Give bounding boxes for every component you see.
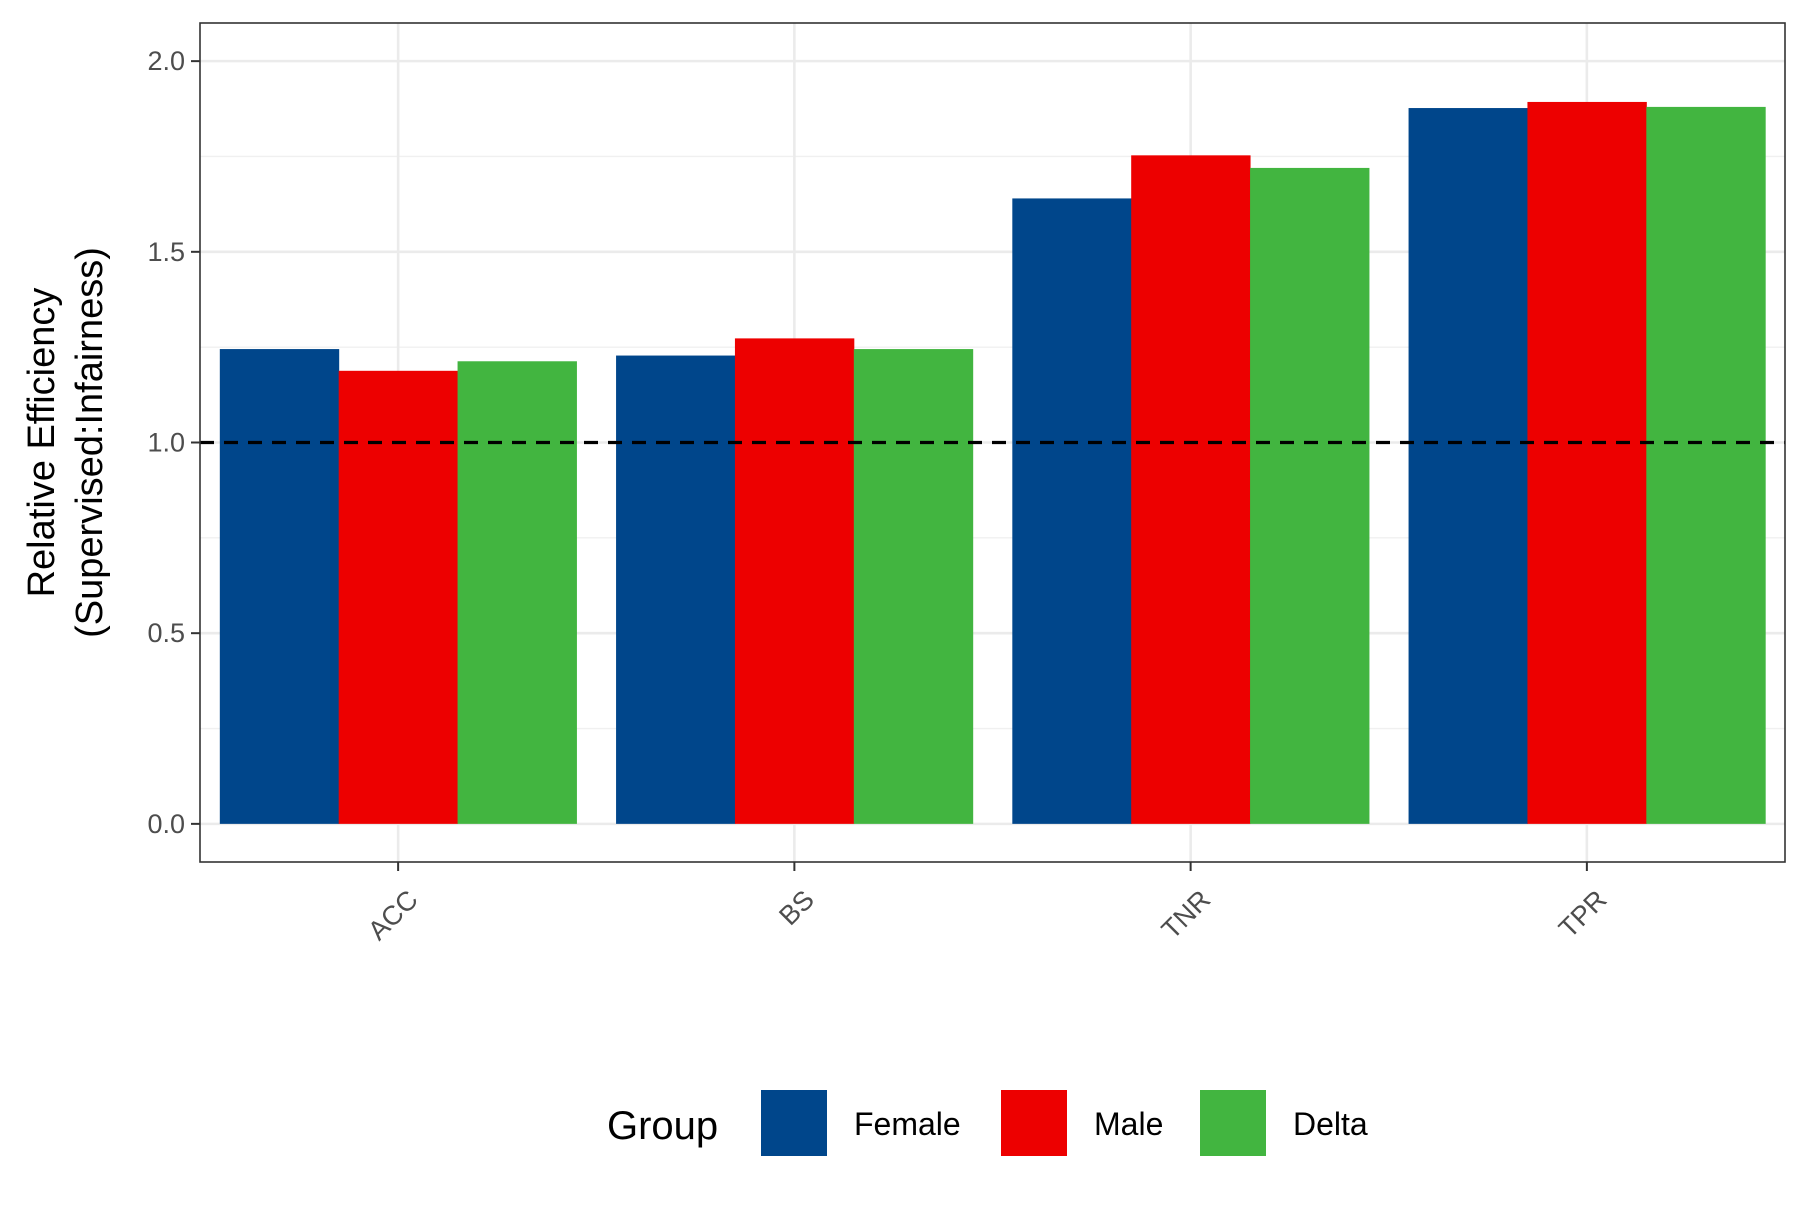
legend-items: Female Male Delta (761, 1090, 1368, 1156)
bars (219, 101, 1766, 824)
y-tick-label: 1.0 (147, 428, 185, 458)
legend-label-female: Female (854, 1106, 961, 1142)
y-tick-label: 0.5 (147, 618, 185, 648)
legend-key-female (761, 1090, 827, 1156)
legend-key-male (1001, 1090, 1067, 1156)
x-tick-label: ACC (362, 884, 424, 946)
legend: Group Female Male Delta (607, 1090, 1368, 1156)
y-tick-label: 1.5 (147, 237, 185, 267)
bar-delta-bs (853, 349, 974, 824)
legend-key-delta (1200, 1090, 1266, 1156)
legend-title: Group (607, 1104, 718, 1148)
bar-male-tnr (1131, 155, 1251, 824)
x-tick-label: TNR (1156, 884, 1216, 944)
bar-female-bs (616, 355, 736, 824)
bar-male-tpr (1527, 101, 1647, 824)
bar-delta-tpr (1646, 106, 1766, 824)
bar-female-tpr (1408, 108, 1528, 824)
x-tick-label: TPR (1553, 884, 1612, 943)
bar-delta-tnr (1250, 167, 1370, 824)
y-tick-label: 2.0 (147, 46, 185, 76)
bar-male-bs (734, 338, 855, 824)
x-tick-label: BS (773, 884, 820, 931)
bar-male-acc (338, 370, 459, 824)
bar-female-acc (219, 349, 340, 824)
bar-female-tnr (1012, 198, 1132, 824)
bar-delta-acc (457, 361, 577, 824)
legend-label-delta: Delta (1293, 1106, 1368, 1142)
y-axis-title: Relative Efficiency (21, 288, 63, 598)
y-axis-title-line2: (Supervised:Infairness) (69, 247, 111, 638)
y-tick-label: 0.0 (147, 809, 185, 839)
legend-label-male: Male (1094, 1106, 1163, 1142)
